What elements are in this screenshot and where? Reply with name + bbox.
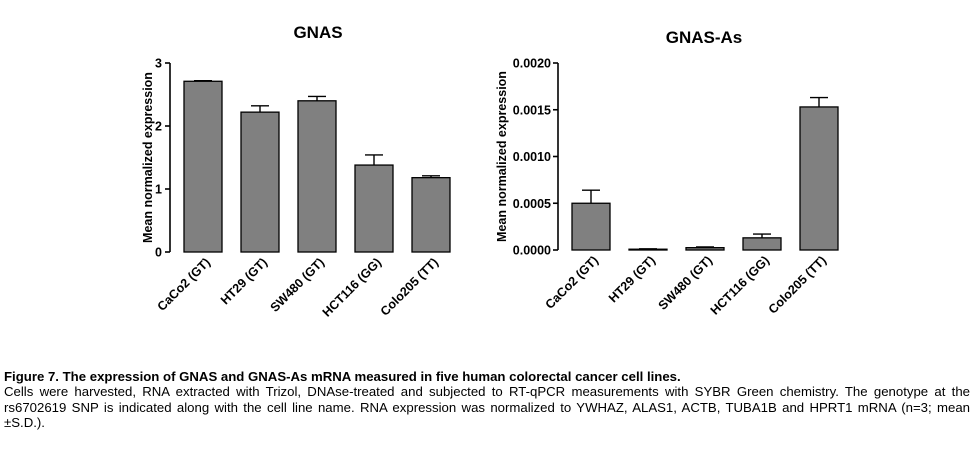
y-tick-label: 0.0005: [513, 197, 551, 211]
caption-body: Cells were harvested, RNA extracted with…: [4, 384, 970, 431]
bar: [183, 80, 223, 253]
category-label: Colo205 (TT): [766, 253, 829, 316]
category-label: SW480 (GT): [656, 253, 716, 313]
chart-title: GNAS: [293, 23, 342, 42]
bar: [297, 100, 337, 253]
y-tick-label: 3: [155, 57, 162, 71]
chart-title: GNAS-As: [666, 28, 743, 47]
category-label: Colo205 (TT): [378, 255, 441, 318]
y-axis-label: Mean normalized expression: [495, 71, 509, 242]
y-tick-label: 1: [155, 183, 162, 197]
category-label: HT29 (GT): [218, 255, 270, 307]
caption-title: Figure 7. The expression of GNAS and GNA…: [4, 369, 681, 384]
bar: [571, 202, 611, 251]
bar: [685, 247, 725, 251]
y-tick-label: 0.0020: [513, 57, 551, 71]
category-label: SW480 (GT): [268, 255, 328, 315]
figure-caption: Figure 7. The expression of GNAS and GNA…: [4, 369, 970, 431]
y-axis-label: Mean normalized expression: [141, 72, 155, 243]
bar: [742, 237, 782, 251]
category-label: HCT116 (GG): [320, 255, 384, 319]
y-tick-label: 0: [155, 246, 162, 260]
bar: [240, 111, 280, 253]
category-label: HCT116 (GG): [708, 253, 772, 317]
figure: GNAS Mean normalized expression 0 1 2 3 CaCo2 …: [141, 23, 839, 320]
y-tick-label: 2: [155, 120, 162, 134]
category-label: CaCo2 (GT): [543, 253, 602, 312]
y-tick-label: 0.0000: [513, 244, 551, 258]
category-label: HT29 (GT): [606, 253, 658, 305]
y-tick-label: 0.0015: [513, 103, 551, 117]
category-label: CaCo2 (GT): [155, 255, 214, 314]
bar: [411, 177, 451, 253]
y-tick-label: 0.0010: [513, 150, 551, 164]
bar: [354, 164, 394, 253]
bar: [799, 106, 839, 251]
